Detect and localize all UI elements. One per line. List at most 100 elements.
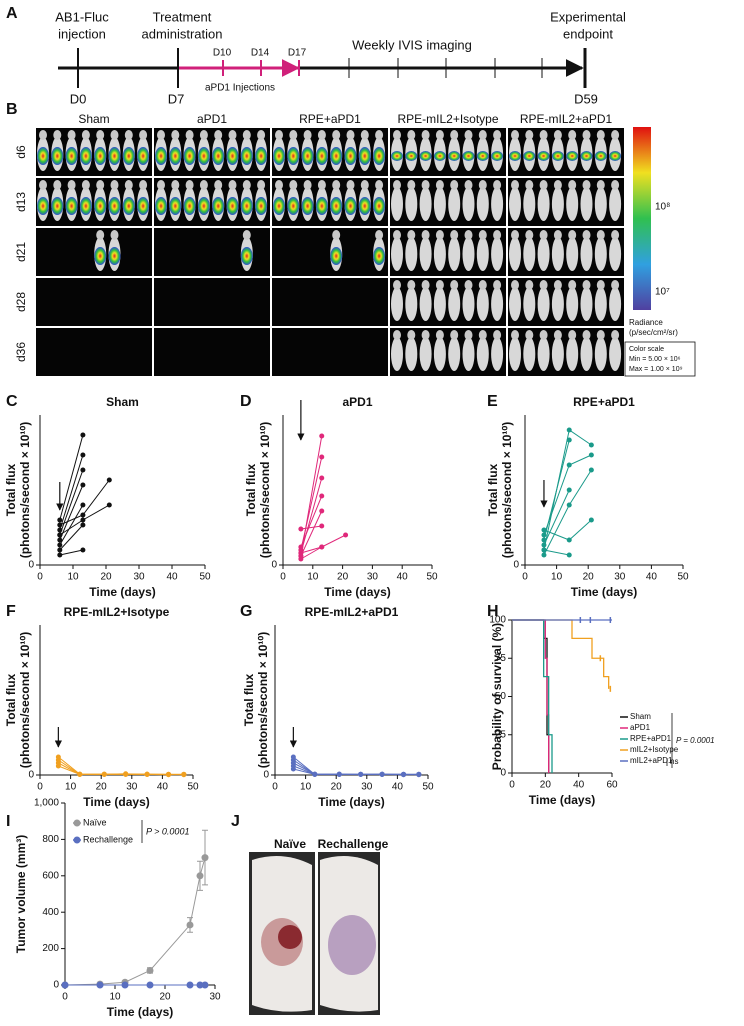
mouse (448, 287, 461, 321)
row-label: d28 (14, 292, 28, 312)
mouse-head (346, 130, 355, 140)
mouse-head (553, 130, 562, 140)
mouse (391, 287, 403, 321)
panel-letter: F (6, 603, 16, 620)
signal (226, 197, 239, 215)
signal (433, 151, 446, 161)
mouse-head (421, 180, 430, 190)
y-tick-label: 0 (271, 560, 277, 571)
data-point (101, 771, 107, 777)
x-tick-label: 10 (65, 782, 77, 793)
data-point (336, 771, 342, 777)
series-line (293, 756, 419, 775)
signal (169, 147, 182, 165)
signal (94, 197, 107, 215)
y-tick-label: 1,000 (34, 798, 59, 809)
mouse-head (511, 230, 519, 240)
mouse-head (525, 230, 534, 240)
x-tick-label: 20 (100, 572, 112, 583)
tumor (278, 925, 302, 949)
signal (344, 147, 357, 165)
mouse-head (450, 130, 459, 140)
mouse-head (478, 130, 487, 140)
column-header: RPE+aPD1 (299, 112, 361, 126)
mouse-head (582, 280, 591, 290)
x-axis-label: Time (days) (529, 793, 595, 807)
signal (155, 197, 167, 215)
label: D0 (70, 91, 87, 106)
data-point (379, 771, 385, 777)
label: D14 (251, 48, 270, 59)
data-point (201, 981, 209, 989)
y-axis-label: Total flux (242, 673, 256, 726)
mouse-head (525, 280, 534, 290)
mouse (462, 237, 475, 271)
signal (405, 151, 418, 161)
y-axis-label: Tumor volume (mm³) (14, 835, 28, 953)
colorbar-label: 10⁷ (655, 287, 670, 298)
mouse (391, 187, 403, 221)
data-point (80, 467, 86, 473)
x-tick-label: 30 (209, 992, 221, 1003)
x-tick-label: 0 (37, 782, 43, 793)
signal (65, 147, 78, 165)
mouse-head (539, 280, 548, 290)
mouse-head (511, 130, 519, 140)
mouse-head (435, 180, 444, 190)
x-tick-label: 20 (331, 782, 343, 793)
y-axis-label: (photons/second × 10¹⁰) (18, 632, 32, 769)
mouse (433, 237, 446, 271)
signal (79, 197, 92, 215)
data-point (416, 771, 422, 777)
mouse-head (478, 330, 487, 340)
x-axis-label: Time (days) (107, 1005, 173, 1019)
y-axis-label: Total flux (244, 463, 258, 516)
image-cell (272, 328, 388, 376)
data-point (541, 547, 547, 553)
y-tick-label: 0 (513, 560, 519, 571)
mouse-head (611, 180, 620, 190)
data-point (298, 556, 304, 562)
signal (301, 197, 314, 215)
x-tick-label: 10 (307, 572, 319, 583)
ns-label: ns (670, 757, 678, 766)
signal (79, 147, 92, 165)
data-point (566, 487, 572, 493)
data-point (57, 517, 63, 523)
x-tick-label: 20 (159, 992, 171, 1003)
data-point (319, 475, 325, 481)
mouse-head (435, 230, 444, 240)
x-tick-label: 50 (422, 782, 434, 793)
legend-label: Naïve (83, 817, 107, 827)
signal (197, 147, 210, 165)
x-tick-label: 30 (361, 782, 373, 793)
data-point (96, 981, 104, 989)
mouse (462, 287, 475, 321)
series-line (59, 549, 84, 556)
x-tick-label: 50 (426, 572, 438, 583)
mouse (491, 237, 504, 271)
mouse (433, 287, 446, 321)
signal (476, 151, 489, 161)
x-tick-label: 0 (509, 780, 515, 791)
timeline: A AB1-Fluc injection Treatment administr… (6, 5, 626, 106)
mouse-head (185, 180, 194, 190)
data-point (80, 482, 86, 488)
signal (391, 151, 403, 161)
y-tick-label: 100 (489, 615, 506, 626)
x-tick-label: 20 (540, 780, 552, 791)
data-point (566, 462, 572, 468)
mouse-head (53, 130, 62, 140)
data-point (541, 527, 547, 533)
data-point (298, 550, 304, 556)
mouse-head (157, 180, 165, 190)
signal (301, 147, 314, 165)
mouse-head (110, 130, 119, 140)
mouse (537, 237, 550, 271)
series-line (300, 510, 323, 557)
survival-curve (512, 619, 553, 773)
x-tick-label: 0 (280, 572, 286, 583)
mouse (594, 287, 607, 321)
signal (197, 197, 210, 215)
mouse (566, 337, 579, 371)
